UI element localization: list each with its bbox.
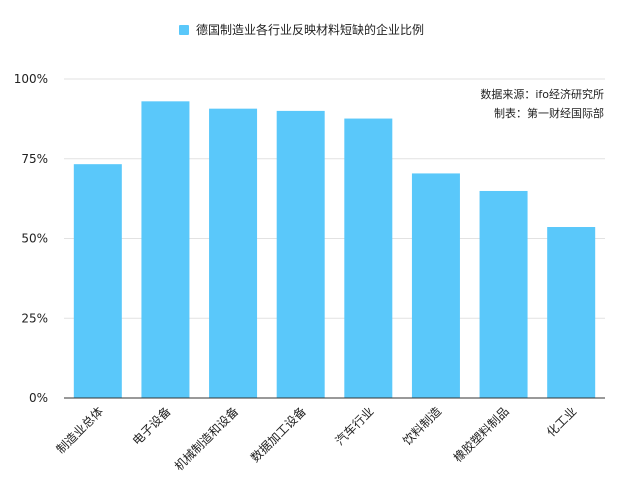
source-note: 数据来源：ifo经济研究所 制表：第一财经国际部 — [480, 87, 604, 120]
y-tick-label: 75% — [21, 152, 48, 166]
source-line-2: 制表：第一财经国际部 — [494, 106, 604, 120]
bar — [209, 108, 258, 399]
bar — [547, 227, 596, 398]
source-line-1: 数据来源：ifo经济研究所 — [480, 87, 604, 101]
x-tick-label: 机械制造和设备 — [171, 404, 241, 474]
bars — [73, 101, 596, 399]
x-tick-label: 化工业 — [544, 404, 579, 439]
legend-swatch — [179, 25, 189, 35]
bar — [73, 164, 122, 398]
legend-label: 德国制造业各行业反映材料短缺的企业比例 — [196, 22, 424, 37]
y-axis-ticks: 0% 25% 50% 75% 100% — [14, 72, 48, 405]
x-tick-label: 饮料制造 — [400, 404, 444, 448]
x-tick-label: 电子设备 — [130, 404, 174, 448]
bar — [344, 118, 393, 398]
bar — [479, 190, 528, 398]
bar — [276, 110, 325, 399]
y-tick-label: 25% — [21, 311, 48, 325]
y-tick-label: 50% — [21, 232, 48, 246]
y-tick-label: 100% — [14, 72, 48, 86]
x-tick-label: 橡胶塑料制品 — [450, 404, 512, 466]
y-tick-label: 0% — [29, 391, 48, 405]
bar — [141, 101, 190, 398]
x-tick-label: 汽车行业 — [332, 404, 377, 449]
legend: 德国制造业各行业反映材料短缺的企业比例 — [179, 22, 424, 37]
x-tick-label: 数据加工设备 — [247, 404, 309, 466]
bar — [411, 173, 460, 398]
x-tick-label: 制造业总体 — [54, 404, 106, 456]
